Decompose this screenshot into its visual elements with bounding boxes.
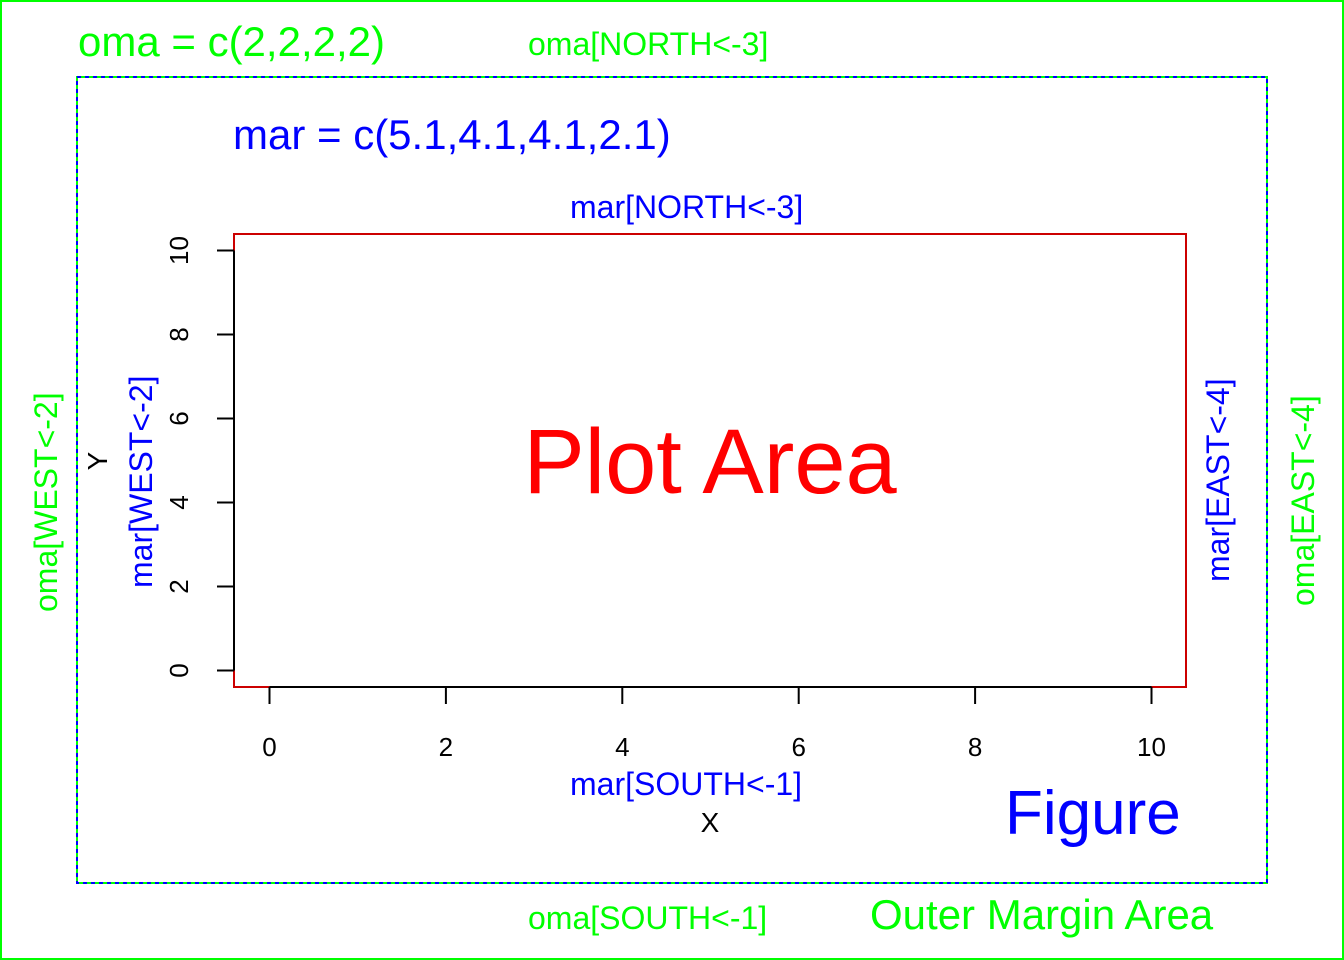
- y-tick-label: 8: [164, 327, 194, 341]
- mar-title: mar = c(5.1,4.1,4.1,2.1): [233, 111, 671, 158]
- y-tick-label: 2: [164, 579, 194, 593]
- x-axis: 0 2 4 6 8 10: [262, 686, 1166, 762]
- y-tick-label: 0: [164, 663, 194, 677]
- y-tick-label: 10: [164, 236, 194, 265]
- x-tick-label: 2: [439, 732, 453, 762]
- y-tick-label: 4: [164, 495, 194, 509]
- x-tick-label: 6: [791, 732, 805, 762]
- oma-east-label: oma[EAST<-4]: [1285, 395, 1321, 606]
- mar-north-label: mar[NORTH<-3]: [570, 189, 803, 225]
- y-tick-label: 6: [164, 411, 194, 425]
- oma-north-label: oma[NORTH<-3]: [528, 26, 768, 62]
- outer-margin-area-label: Outer Margin Area: [870, 891, 1214, 938]
- oma-title: oma = c(2,2,2,2): [78, 18, 385, 65]
- x-axis-title: X: [701, 807, 720, 838]
- y-axis: 0 2 4 6 8 10: [164, 236, 235, 678]
- x-tick-label: 8: [968, 732, 982, 762]
- mar-west-label: mar[WEST<-2]: [123, 376, 159, 588]
- oma-south-label: oma[SOUTH<-1]: [528, 900, 767, 936]
- x-tick-label: 10: [1137, 732, 1166, 762]
- x-tick-label: 0: [262, 732, 276, 762]
- mar-east-label: mar[EAST<-4]: [1200, 378, 1236, 582]
- figure-border-blue: [76, 76, 1268, 884]
- plot-area-label: Plot Area: [523, 411, 897, 513]
- figure-label: Figure: [1005, 779, 1181, 848]
- y-axis-title: Y: [82, 451, 113, 470]
- mar-south-label: mar[SOUTH<-1]: [570, 766, 802, 802]
- oma-west-label: oma[WEST<-2]: [28, 392, 64, 612]
- x-tick-label: 4: [615, 732, 629, 762]
